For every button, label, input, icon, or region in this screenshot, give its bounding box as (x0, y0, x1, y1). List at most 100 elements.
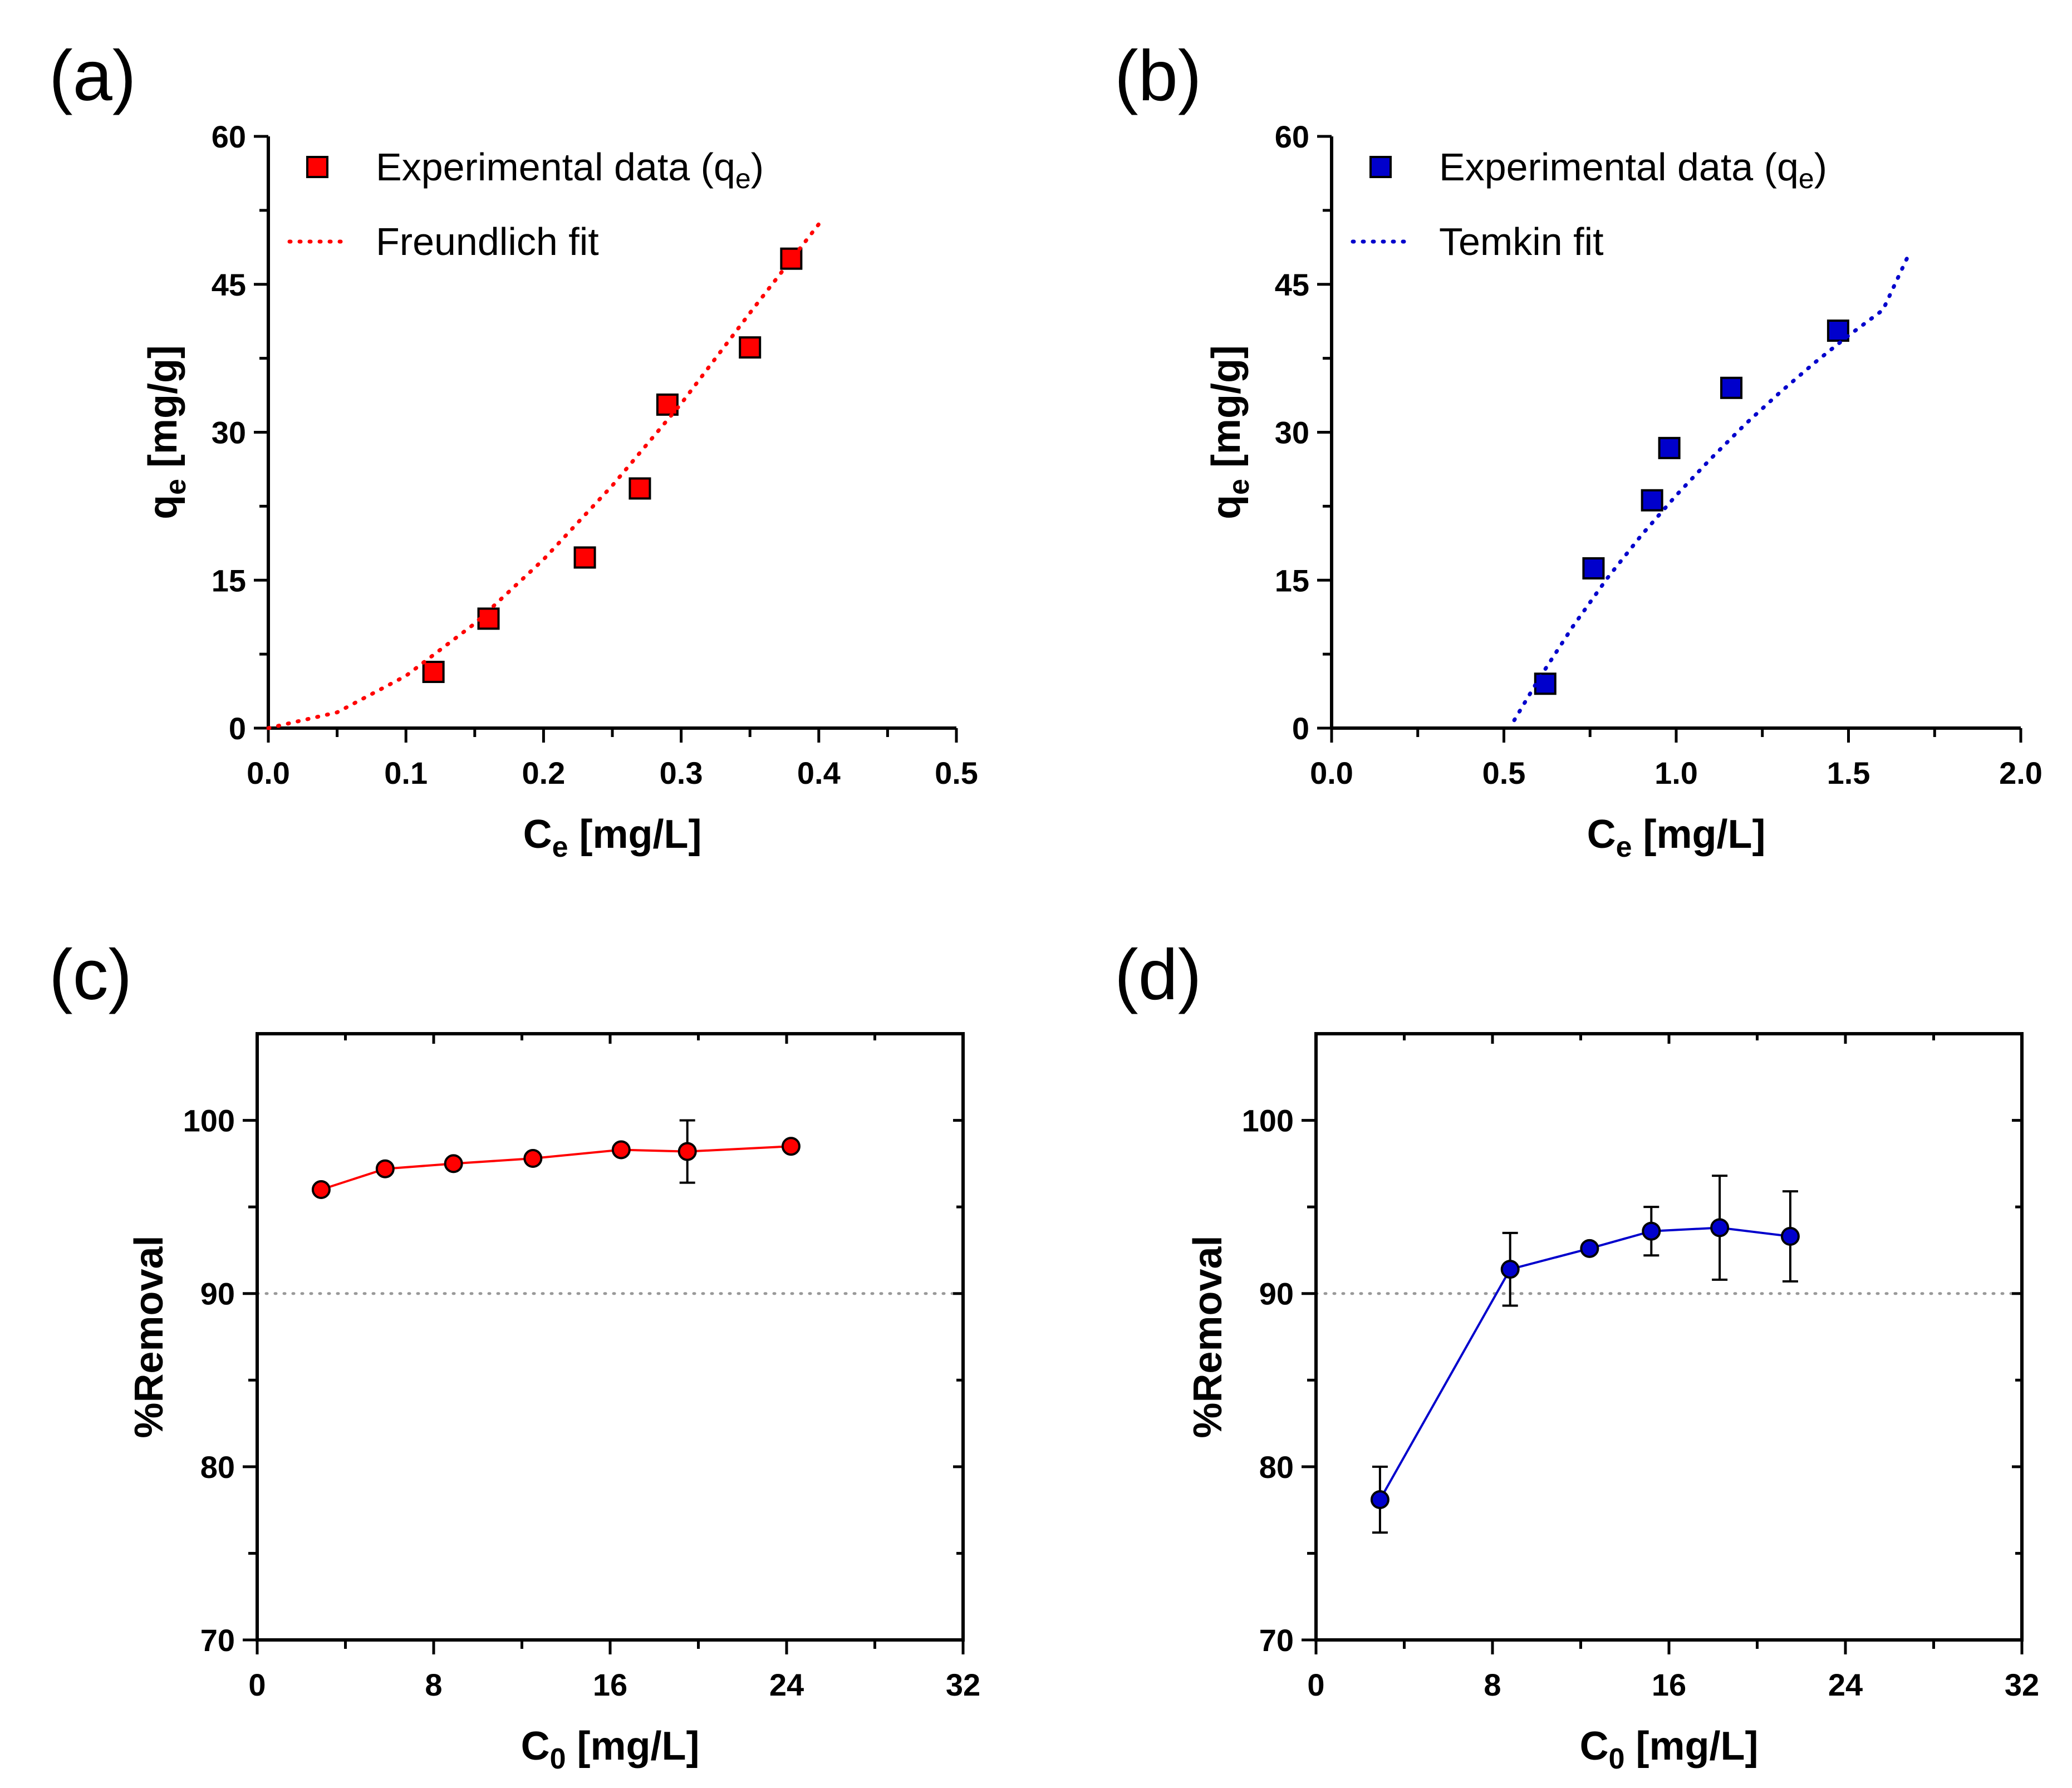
x-tick-label: 0 (1307, 1667, 1324, 1702)
y-tick-label: 60 (212, 119, 246, 154)
panel-d: (d) 0 8 16 24 32 70 80 90 100 C0 [mg/L] %Removal (1114, 935, 2039, 1775)
y-tick-label: 90 (1259, 1276, 1294, 1311)
data-point (677, 1142, 697, 1161)
x-tick-label: 0.0 (1310, 755, 1353, 790)
x-tick-label: 0.5 (1482, 755, 1526, 790)
y-tick-label: 80 (200, 1450, 235, 1485)
data-point (444, 1154, 463, 1173)
x-axis-label-main: C (1580, 1724, 1609, 1769)
x-tick-label: 16 (593, 1667, 627, 1702)
data-point (1642, 1221, 1661, 1241)
plot-frame (1314, 1032, 2024, 1642)
data-point (375, 1159, 395, 1178)
panel-label: (d) (1114, 935, 1201, 1015)
x-axis-label-sub: 0 (550, 1743, 566, 1775)
panel-label: (b) (1114, 36, 1201, 116)
x-tick-label: 0.3 (660, 755, 703, 790)
x-tick-label: 8 (425, 1667, 442, 1702)
data-point (781, 1137, 801, 1156)
data-point (1720, 376, 1743, 399)
x-tick-label: 32 (2005, 1667, 2039, 1702)
x-axis-label-unit: [mg/L] (1632, 812, 1765, 857)
x-tick-label: 0.2 (522, 755, 565, 790)
fit-line (266, 222, 821, 730)
x-axis-label-sub: e (1616, 831, 1632, 863)
data-point (739, 336, 762, 359)
x-tick-label: 0 (248, 1667, 266, 1702)
y-tick-label: 80 (1259, 1450, 1294, 1485)
series-line (1379, 1226, 1791, 1500)
x-tick-label: 1.5 (1827, 755, 1870, 790)
data-point (1641, 489, 1663, 512)
x-axis-label: C0 [mg/L] (521, 1724, 700, 1775)
data-point (1710, 1218, 1730, 1237)
x-tick-label: 24 (1828, 1667, 1863, 1702)
data-point (573, 546, 596, 569)
legend-label-end: ) (1814, 145, 1827, 189)
y-axis-label: qe [mg/g] (141, 345, 192, 519)
y-axis-label-sub: e (160, 479, 192, 495)
legend-label-main: Temkin fit (1439, 220, 1604, 263)
panel-label: (c) (49, 935, 132, 1015)
y-axis-label-unit: [mg/g] (141, 345, 185, 479)
legend-label-sub: e (1799, 163, 1814, 194)
legend: Experimental data (qe) Freundlich fit (287, 145, 764, 263)
data-point (780, 247, 803, 270)
y-axis-label-main: %Removal (127, 1235, 171, 1438)
data-point (422, 661, 445, 684)
y-tick-label: 45 (1275, 267, 1309, 302)
y-axis-label-main: %Removal (1186, 1235, 1230, 1438)
x-axis-label-main: C (521, 1724, 550, 1769)
data-point (1370, 1490, 1389, 1509)
y-tick-label: 30 (1275, 415, 1309, 450)
data-point (1500, 1260, 1520, 1279)
x-axis-label-unit: [mg/L] (568, 812, 701, 857)
x-tick-label: 24 (769, 1667, 804, 1702)
y-tick-label: 70 (1259, 1623, 1294, 1658)
y-tick-label: 100 (1242, 1103, 1294, 1138)
legend: Experimental data (qe) Temkin fit (1351, 145, 1827, 263)
legend-label-main: Experimental data (q (376, 145, 735, 189)
y-axis-label-main: q (1204, 495, 1249, 519)
panel-label: (a) (49, 36, 136, 116)
x-tick-label: 0.0 (247, 755, 290, 790)
y-axis-label: qe [mg/g] (1204, 345, 1255, 519)
y-tick-label: 15 (212, 563, 246, 598)
x-axis-label-main: C (523, 812, 552, 857)
y-tick-label: 70 (200, 1623, 235, 1658)
panel-a: (a) 0.0 0.1 0.2 0.3 0.4 0.5 0 15 30 45 60 Ce [mg/L] q… (49, 36, 978, 863)
data-point (611, 1140, 631, 1160)
x-tick-label: 2.0 (1999, 755, 2042, 790)
x-axis-label-sub: e (552, 831, 568, 863)
x-axis-label-sub: 0 (1609, 1743, 1625, 1775)
x-tick-label: 8 (1484, 1667, 1501, 1702)
legend-label-main: Freundlich fit (376, 220, 599, 263)
legend-marker (306, 156, 328, 178)
x-tick-label: 0.5 (935, 755, 978, 790)
x-tick-label: 16 (1652, 1667, 1686, 1702)
y-tick-label: 0 (1292, 711, 1309, 746)
legend-label: Freundlich fit (376, 220, 599, 263)
y-axis-label-sub: e (1223, 479, 1255, 495)
y-tick-label: 15 (1275, 563, 1309, 598)
y-tick-label: 45 (212, 267, 246, 302)
legend-label: Experimental data (qe) (376, 145, 764, 194)
data-point (523, 1149, 543, 1168)
legend-label-main: Experimental data (q (1439, 145, 1799, 189)
x-axis-label-unit: [mg/L] (566, 1724, 699, 1769)
data-point (1582, 557, 1605, 579)
data-point (1780, 1227, 1800, 1246)
y-tick-label: 100 (183, 1103, 235, 1138)
data-point (1580, 1239, 1599, 1258)
y-tick-label: 60 (1275, 119, 1309, 154)
data-point (311, 1180, 331, 1200)
legend-label-end: ) (751, 145, 764, 189)
y-axis-label-main: q (141, 495, 185, 519)
x-axis-label: C0 [mg/L] (1580, 1724, 1759, 1775)
x-tick-label: 32 (946, 1667, 980, 1702)
data-point (1658, 436, 1681, 459)
legend-label: Experimental data (qe) (1439, 145, 1827, 194)
x-axis-label: Ce [mg/L] (1587, 812, 1766, 863)
